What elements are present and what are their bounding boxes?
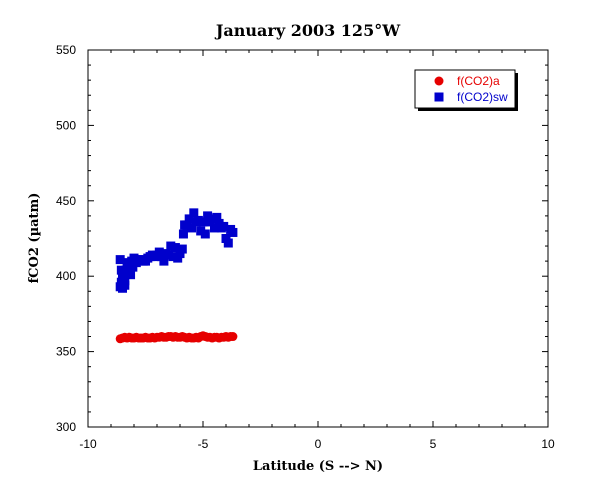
- x-tick-label: -10: [79, 437, 97, 451]
- data-point-square: [164, 250, 173, 260]
- data-point-square: [219, 221, 229, 231]
- legend-label: f(CO2)a: [457, 74, 500, 88]
- data-point-square: [126, 270, 136, 280]
- y-tick-label: 450: [56, 194, 76, 208]
- data-point-square: [168, 252, 178, 262]
- data-point-square: [159, 256, 169, 266]
- legend-label: f(CO2)sw: [457, 90, 508, 104]
- data-point-square: [203, 211, 213, 221]
- chart-title: January 2003 125°W: [214, 21, 401, 40]
- data-point-square: [157, 252, 167, 262]
- x-tick-label: 10: [541, 437, 555, 451]
- data-point-square: [184, 214, 194, 224]
- data-point-square: [200, 229, 210, 239]
- axis-ticks: -10 -5 0 5 10 300 350 400 450 500 550: [56, 43, 555, 451]
- x-axis-label: Latitude (S --> N): [253, 459, 383, 474]
- data-point-square: [115, 255, 125, 265]
- x-tick-label: 0: [315, 437, 322, 451]
- series-2: [115, 208, 238, 293]
- data-point-square: [193, 215, 203, 225]
- series-1: [115, 331, 238, 344]
- y-axis-label: fCO2 (µatm): [27, 193, 42, 284]
- y-tick-label: 350: [56, 345, 76, 359]
- data-point-square: [196, 226, 206, 236]
- legend-marker-square: [434, 92, 444, 102]
- data-point-square: [223, 238, 233, 248]
- data-point-square: [175, 249, 185, 259]
- data-point-square: [187, 223, 196, 233]
- data-point-square: [129, 253, 139, 263]
- legend-marker-circle: [434, 76, 444, 86]
- data-point-square: [177, 244, 187, 254]
- data-point-square: [178, 229, 188, 239]
- data-point-square: [198, 217, 208, 227]
- data-point-square: [207, 214, 217, 224]
- data-point-square: [120, 280, 130, 290]
- x-tick-label: 5: [430, 437, 437, 451]
- plot-frame: [87, 49, 549, 428]
- data-point-square: [173, 253, 183, 263]
- legend-box: [414, 69, 516, 109]
- data-point-square: [221, 234, 231, 243]
- y-tick-label: 550: [56, 43, 76, 57]
- data-point-square: [228, 227, 238, 237]
- data-point-square: [189, 208, 199, 218]
- data-point-square: [128, 262, 138, 272]
- data-point-square: [182, 220, 192, 230]
- series-layer: [115, 208, 238, 344]
- y-tick-label: 400: [56, 269, 76, 283]
- data-point-square: [154, 247, 164, 257]
- data-point-circle: [228, 332, 238, 342]
- data-point-square: [210, 223, 219, 233]
- data-point-square: [120, 276, 130, 286]
- y-tick-label: 300: [56, 420, 76, 434]
- y-tick-label: 500: [56, 118, 76, 132]
- legend: f(CO2)a f(CO2)sw: [414, 69, 518, 111]
- data-point-square: [170, 243, 180, 253]
- data-point-square: [122, 258, 132, 268]
- data-point-square: [214, 218, 224, 228]
- data-point-square: [212, 212, 222, 222]
- data-point-square: [166, 241, 176, 251]
- x-tick-label: -5: [198, 437, 209, 451]
